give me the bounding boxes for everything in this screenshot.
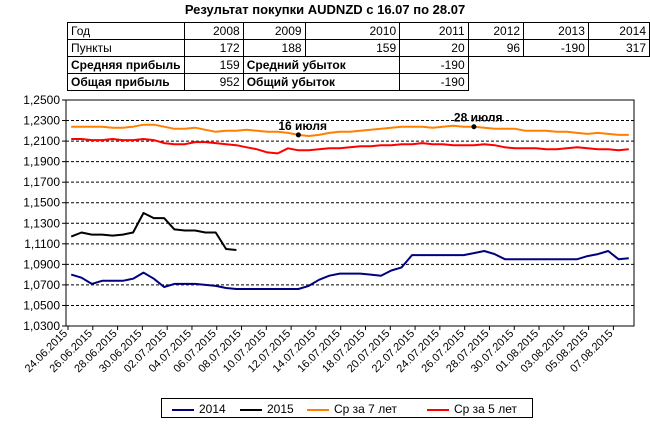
table-row-totals: Общая прибыль 952 Общий убыток -190 bbox=[67, 73, 650, 91]
year-cell: 2012 bbox=[467, 22, 525, 40]
chart-legend: 2014 2015 Ср за 7 лет Ср за 5 лет bbox=[161, 398, 533, 418]
legend-label: 2014 bbox=[199, 402, 226, 416]
legend-label: 2015 bbox=[267, 402, 294, 416]
series-line-2015 bbox=[70, 212, 237, 251]
annotation-label: 16 июля bbox=[278, 119, 327, 133]
legend-label: Ср за 5 лет bbox=[454, 402, 517, 416]
total-profit-value: 952 bbox=[183, 73, 244, 91]
y-tick-label: 1,2300 bbox=[23, 114, 60, 128]
series-line-Ср за 7 лет bbox=[71, 123, 629, 137]
y-tick-label: 1,2500 bbox=[23, 93, 60, 107]
series-line-2014 bbox=[70, 250, 629, 290]
y-tick-label: 1,0500 bbox=[23, 298, 60, 312]
legend-swatch bbox=[307, 408, 329, 411]
y-tick-label: 1,1700 bbox=[23, 175, 60, 189]
legend-item: 2014 bbox=[172, 401, 226, 417]
plot-area bbox=[65, 99, 635, 327]
legend-item: 2015 bbox=[240, 401, 294, 417]
legend-label: Ср за 7 лет bbox=[334, 402, 397, 416]
total-loss-label: Общий убыток bbox=[242, 73, 401, 91]
y-tick-label: 1,1300 bbox=[23, 216, 60, 230]
y-tick-label: 1,1100 bbox=[24, 237, 60, 251]
points-cell: 317 bbox=[587, 39, 650, 57]
series-line-Ср за 5 лет bbox=[71, 138, 629, 155]
total-profit-label: Общая прибыль bbox=[67, 73, 185, 91]
y-tick-label: 1,2100 bbox=[23, 134, 60, 148]
annotation-label: 28 июля bbox=[454, 111, 503, 125]
points-cell: -190 bbox=[523, 39, 589, 57]
line-chart: 1,0300 1,0500 1,0700 1,0900 1,1100 1,1300 1,15… bbox=[23, 93, 635, 375]
annotation-marker bbox=[471, 124, 477, 130]
y-tick-label: 1,0900 bbox=[23, 257, 60, 271]
y-tick-label: 1,0300 bbox=[23, 319, 60, 333]
annotation-marker bbox=[295, 132, 301, 138]
stats-table: Год 2008 2009 2010 2011 2012 2013 2014 П… bbox=[67, 22, 650, 91]
table-row-averages: Средняя прибыль 159 Средний убыток -190 bbox=[67, 56, 650, 74]
legend-swatch bbox=[172, 408, 194, 411]
points-cell: 96 bbox=[467, 39, 525, 57]
y-tick-label: 1,0700 bbox=[23, 278, 60, 292]
legend-swatch bbox=[427, 408, 449, 411]
year-cell: 2014 bbox=[587, 22, 650, 40]
legend-item: Ср за 5 лет bbox=[427, 401, 517, 417]
table-row-points: Пункты 172 188 159 20 96 -190 317 bbox=[67, 39, 650, 57]
table-row-years: Год 2008 2009 2010 2011 2012 2013 2014 bbox=[67, 22, 650, 40]
avg-loss-value: -190 bbox=[399, 56, 469, 74]
y-tick-label: 1,1500 bbox=[23, 196, 60, 210]
y-tick-label: 1,1900 bbox=[23, 155, 60, 169]
year-cell: 2008 bbox=[183, 22, 244, 40]
legend-swatch bbox=[240, 408, 262, 411]
total-loss-value: -190 bbox=[399, 73, 469, 91]
chart-title: Результат покупки AUDNZD с 16.07 по 28.0… bbox=[184, 2, 466, 17]
legend-item: Ср за 7 лет bbox=[307, 401, 397, 417]
